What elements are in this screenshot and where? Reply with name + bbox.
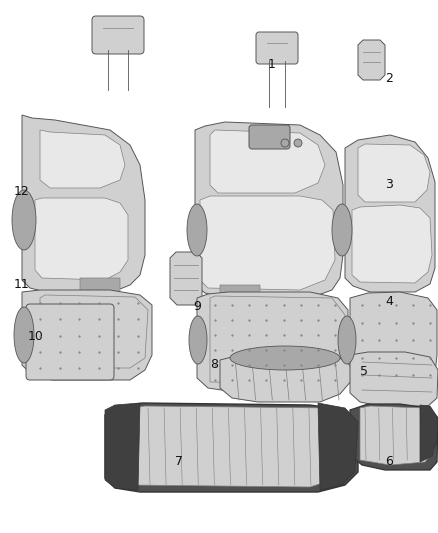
Polygon shape	[360, 406, 435, 465]
Polygon shape	[358, 144, 430, 202]
Text: 3: 3	[385, 178, 393, 191]
Polygon shape	[200, 196, 335, 290]
Text: 8: 8	[210, 358, 218, 371]
Ellipse shape	[332, 204, 352, 256]
Polygon shape	[420, 405, 438, 462]
Polygon shape	[35, 198, 128, 280]
FancyBboxPatch shape	[249, 125, 290, 149]
Polygon shape	[345, 135, 435, 292]
Ellipse shape	[14, 307, 34, 363]
Text: 6: 6	[385, 455, 393, 468]
Text: 1: 1	[268, 58, 276, 71]
Polygon shape	[220, 355, 352, 402]
Text: 10: 10	[28, 330, 44, 343]
FancyBboxPatch shape	[26, 304, 114, 380]
Ellipse shape	[294, 139, 302, 147]
Ellipse shape	[12, 190, 36, 250]
FancyBboxPatch shape	[92, 16, 144, 54]
Text: 5: 5	[360, 365, 368, 378]
Ellipse shape	[281, 139, 289, 147]
Polygon shape	[220, 285, 260, 305]
Text: 12: 12	[14, 185, 30, 198]
FancyBboxPatch shape	[256, 32, 298, 64]
Polygon shape	[210, 130, 325, 193]
Polygon shape	[22, 115, 145, 293]
Text: 4: 4	[385, 295, 393, 308]
Text: 11: 11	[14, 278, 30, 291]
Polygon shape	[80, 278, 120, 300]
Polygon shape	[105, 403, 358, 492]
Polygon shape	[170, 252, 202, 305]
Ellipse shape	[187, 204, 207, 256]
Ellipse shape	[338, 316, 356, 364]
Polygon shape	[105, 403, 140, 490]
Polygon shape	[22, 290, 152, 380]
Polygon shape	[350, 292, 437, 385]
Polygon shape	[350, 404, 438, 470]
Text: 2: 2	[385, 72, 393, 85]
Polygon shape	[130, 406, 345, 487]
Polygon shape	[350, 352, 438, 406]
Text: 9: 9	[193, 300, 201, 313]
Ellipse shape	[189, 316, 207, 364]
Polygon shape	[352, 205, 432, 283]
Polygon shape	[197, 292, 348, 392]
Polygon shape	[318, 403, 358, 490]
Polygon shape	[358, 40, 385, 80]
Polygon shape	[40, 130, 125, 188]
Text: 7: 7	[175, 455, 183, 468]
Polygon shape	[195, 122, 343, 298]
Ellipse shape	[230, 346, 340, 370]
